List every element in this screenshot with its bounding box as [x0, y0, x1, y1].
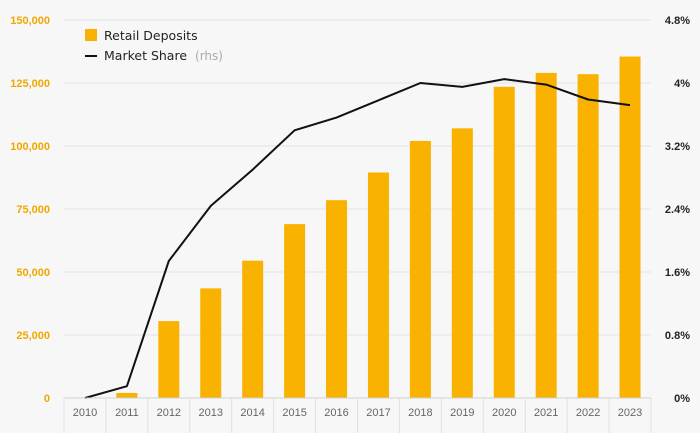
right-tick-label: 0.8%	[665, 330, 690, 342]
x-tick-label: 2020	[492, 407, 516, 419]
x-tick-label: 2017	[366, 407, 390, 419]
bar-2015	[284, 224, 306, 398]
right-tick-label: 4.8%	[665, 15, 690, 27]
bar-series-retail-deposits	[116, 56, 641, 399]
x-tick-label: 2010	[73, 407, 97, 419]
right-tick-label: 4%	[674, 78, 690, 90]
bar-2022	[577, 74, 599, 399]
right-tick-label: 2.4%	[665, 204, 690, 216]
bar-2011	[116, 392, 138, 398]
bar-2018	[409, 140, 431, 398]
left-tick-label: 50,000	[16, 267, 50, 279]
bar-2013	[200, 288, 222, 398]
left-tick-label: 125,000	[10, 78, 50, 90]
legend-label-market-share: Market Share (rhs)	[104, 47, 223, 64]
x-tick-label: 2013	[199, 407, 223, 419]
gridlines	[64, 19, 651, 399]
bar-2017	[367, 172, 389, 398]
right-axis: 0% 0.8% 1.6% 2.4% 3.2% 4% 4.8%	[665, 15, 690, 405]
left-tick-label: 100,000	[10, 141, 50, 153]
bar-2023	[619, 56, 641, 398]
right-tick-label: 0%	[674, 393, 690, 405]
x-tick-label: 2016	[324, 407, 348, 419]
x-tick-label: 2023	[618, 407, 642, 419]
x-tick-label: 2018	[408, 407, 432, 419]
legend-swatch-retail-deposits	[85, 29, 97, 41]
bar-2019	[451, 128, 473, 399]
left-tick-label: 25,000	[16, 330, 50, 342]
left-tick-label: 75,000	[16, 204, 50, 216]
right-tick-label: 3.2%	[665, 141, 690, 153]
left-axis: 0 25,000 50,000 75,000 100,000 125,000 150,000	[10, 15, 50, 405]
bar-2021	[535, 72, 557, 399]
bar-2020	[493, 86, 515, 398]
x-tick-label: 2014	[240, 407, 264, 419]
bar-2014	[242, 260, 264, 398]
legend-label-retail-deposits: Retail Deposits	[104, 28, 198, 43]
x-tick-label: 2012	[157, 407, 181, 419]
x-tick-label: 2019	[450, 407, 474, 419]
legend: Retail Deposits Market Share (rhs)	[85, 28, 223, 64]
x-axis: 2010 2011 2012 2013 2014 2015 2016 2017 2018 2019…	[63, 397, 652, 433]
left-tick-label: 150,000	[10, 15, 50, 27]
x-tick-label: 2022	[576, 407, 600, 419]
x-tick-label: 2011	[115, 407, 139, 419]
bar-2012	[158, 321, 180, 398]
left-tick-label: 0	[44, 393, 50, 405]
x-tick-label: 2021	[534, 407, 558, 419]
right-tick-label: 1.6%	[665, 267, 690, 279]
bar-2016	[326, 200, 348, 398]
market-share-line	[84, 78, 631, 399]
x-tick-label: 2015	[282, 407, 306, 419]
